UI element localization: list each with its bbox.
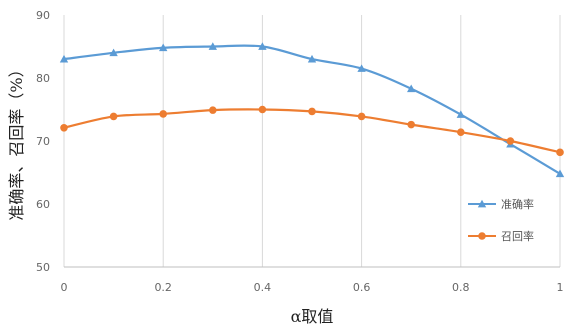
legend-item-recall: 召回率 <box>468 229 534 243</box>
legend-accuracy-label: 准确率 <box>501 197 534 211</box>
series-1-point <box>60 123 68 132</box>
legend-item-accuracy: 准确率 <box>468 197 534 211</box>
series-1-point <box>109 112 118 121</box>
series-1-point <box>407 120 416 129</box>
y-tick-label: 80 <box>36 72 50 85</box>
series-1-point <box>457 128 465 136</box>
y-axis-title: 准确率、召回率（%） <box>7 61 26 220</box>
series-1-point <box>357 112 366 121</box>
y-tick-label: 60 <box>36 198 50 211</box>
grid-layer <box>63 15 561 268</box>
x-tick-labels: 0 0.2 0.4 0.6 0.8 1 <box>61 281 564 294</box>
series-line-1 <box>63 108 561 154</box>
series-0-point <box>109 48 118 57</box>
x-tick-label: 0.8 <box>452 281 470 294</box>
x-tick-label: 0.4 <box>254 281 272 294</box>
series-1-point <box>209 106 217 114</box>
x-tick-label: 1 <box>557 281 564 294</box>
series-0-point <box>456 110 465 118</box>
series-1-point <box>258 105 267 114</box>
y-tick-label: 70 <box>36 135 50 148</box>
series-1-point <box>159 110 167 118</box>
series-0-point <box>59 54 69 63</box>
x-tick-label: 0.2 <box>154 281 172 294</box>
legend-recall-marker <box>478 232 486 240</box>
series-0-point <box>208 42 217 50</box>
y-tick-label: 50 <box>36 261 50 274</box>
x-axis-title: α取值 <box>291 307 334 326</box>
legend-recall-label: 召回率 <box>501 229 534 243</box>
series-0-point <box>258 42 267 50</box>
series-0-point <box>307 54 317 63</box>
series-layer <box>59 42 565 178</box>
y-tick-label: 90 <box>36 9 50 22</box>
x-tick-label: 0 <box>61 281 68 294</box>
series-0-point <box>357 64 366 72</box>
series-1-point <box>506 137 515 145</box>
legend-accuracy-marker <box>477 199 487 208</box>
series-1-point <box>308 107 316 116</box>
series-0-point <box>159 43 168 52</box>
series-0-point <box>407 84 416 93</box>
series-0-point <box>555 169 565 178</box>
legend: 准确率 召回率 <box>468 197 534 243</box>
y-tick-labels: 50 60 70 80 90 <box>36 9 50 274</box>
series-1-point <box>556 148 564 157</box>
x-tick-label: 0.6 <box>353 281 371 294</box>
